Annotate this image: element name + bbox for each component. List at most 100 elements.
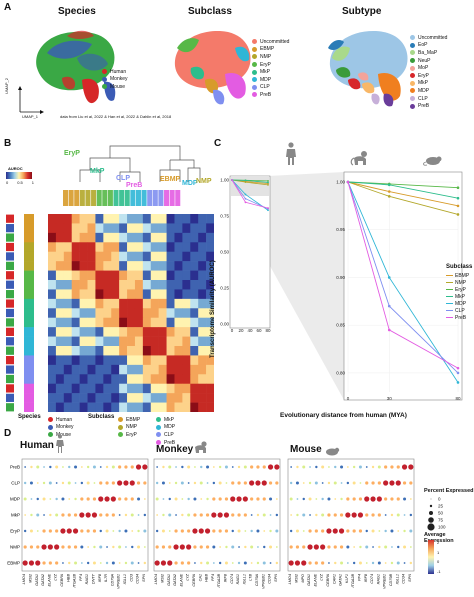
heatmap-cell — [63, 251, 73, 262]
dotplot-dot — [74, 497, 77, 501]
heatmap-cell — [150, 261, 159, 271]
heatmap-cell — [79, 308, 88, 319]
heatmap-cell — [119, 317, 128, 328]
heatmap-cell — [79, 232, 88, 243]
heatmap-cell — [198, 298, 207, 309]
heatmap-cell — [119, 270, 128, 281]
heatmap-cell — [71, 308, 80, 319]
heatmap-cell — [142, 393, 152, 403]
row-subclass-annotation — [24, 242, 34, 253]
heatmap-cell — [134, 374, 144, 385]
dotplot-dot — [262, 561, 266, 565]
heatmap-cell — [190, 232, 199, 243]
heatmap-cell — [134, 214, 144, 224]
auroc-column-annotations — [63, 190, 181, 206]
dotplot-dot — [99, 481, 103, 485]
dotplot-dot — [351, 512, 357, 518]
dotplot-dot — [249, 480, 255, 486]
dotplot-dot — [359, 482, 362, 484]
dotplot-dot — [371, 529, 375, 533]
heatmap-cell — [48, 280, 57, 290]
column-subclass-annotation — [164, 190, 170, 206]
dotplot-dot — [403, 529, 406, 533]
dotplot-dot — [61, 545, 65, 549]
dotplot-dot — [256, 465, 260, 469]
heatmap-cell — [142, 223, 152, 234]
heatmap-cell — [71, 364, 80, 375]
legend-dot — [252, 46, 257, 52]
dotplot-dot — [352, 481, 356, 485]
heatmap-cell — [174, 270, 183, 281]
row-species-annotation — [6, 271, 14, 280]
heatmap-cell — [71, 289, 80, 300]
dotplot-dot — [358, 561, 362, 565]
dotplot-dot — [327, 497, 331, 501]
dotplot-dot — [175, 466, 177, 468]
heatmap-cell — [79, 214, 88, 224]
pct-size-legend: 0 25 50 75 100 — [427, 497, 446, 531]
dotplot-dot — [237, 513, 241, 517]
heatmap-cell — [79, 327, 88, 337]
gene-label: IRF8 — [98, 573, 102, 582]
row-species-annotation — [6, 337, 14, 346]
c-x-axis-label: Evolutionary distance from human (MYA) — [280, 412, 407, 419]
dotplot-dot — [333, 481, 337, 485]
dotplot-dot — [30, 465, 33, 469]
heatmap-cell — [198, 374, 207, 385]
dotplot-dot — [384, 497, 388, 501]
dotplot-dot — [308, 561, 312, 565]
heatmap-cell — [103, 261, 112, 271]
heatmap-cell — [48, 223, 57, 234]
dotplot-dot — [296, 513, 299, 517]
dotplot-dot — [242, 496, 248, 502]
dotplot-frame — [21, 458, 149, 572]
dotplot-dot — [225, 545, 228, 549]
heatmap-cell — [166, 317, 175, 328]
data-point — [387, 190, 391, 193]
heatmap-cell — [158, 317, 167, 328]
gene-label: MSI2 — [160, 573, 164, 583]
heatmap-cell — [190, 383, 199, 394]
dotplot-dot — [155, 529, 159, 533]
dotplot-dot — [346, 466, 349, 468]
legend-dot — [252, 62, 257, 68]
heatmap-cell — [182, 280, 191, 290]
heatmap-cell — [182, 336, 191, 347]
heatmap-cell — [206, 393, 214, 403]
heatmap-cell — [119, 383, 128, 394]
heatmap-cell — [119, 402, 128, 412]
dotplot-dot — [23, 481, 27, 485]
heatmap-cell — [95, 364, 104, 375]
dotplot-dot — [294, 560, 301, 566]
dotplot-dot — [255, 480, 261, 486]
heatmap-cell — [119, 242, 128, 253]
heatmap-cell — [150, 251, 159, 262]
dotplot-dot — [36, 545, 40, 549]
heatmap-cell — [111, 242, 120, 253]
dotplot-dot — [118, 562, 121, 564]
dotplot-dot — [321, 497, 324, 501]
heatmap-cell — [95, 308, 104, 319]
dotplot-dot — [204, 528, 211, 534]
dotplot-dot — [339, 513, 344, 517]
heatmap-cell — [150, 327, 159, 337]
dotplot-dot — [168, 545, 172, 549]
dotplot-dot — [217, 512, 223, 518]
size-legend-dot — [429, 504, 433, 508]
row-species-annotation — [6, 403, 14, 412]
heatmap-cell — [150, 393, 159, 403]
dotplot-dot — [384, 545, 388, 549]
heatmap-cell — [150, 402, 159, 412]
legend-item-preb: PreB — [446, 314, 469, 321]
heatmap-cell — [111, 317, 120, 328]
heatmap-cell — [63, 261, 73, 271]
legend-item-eryp: EryP — [446, 286, 469, 293]
row-label: EBMP — [7, 561, 20, 566]
heatmap-cell — [190, 280, 199, 290]
column-subclass-annotation — [124, 190, 130, 206]
heatmap-cell — [158, 223, 167, 234]
heatmap-cell — [134, 223, 144, 234]
y-tick-label: 0.50 — [220, 250, 229, 255]
legend-dot — [102, 76, 107, 82]
gene-label: CD79A — [255, 574, 259, 587]
